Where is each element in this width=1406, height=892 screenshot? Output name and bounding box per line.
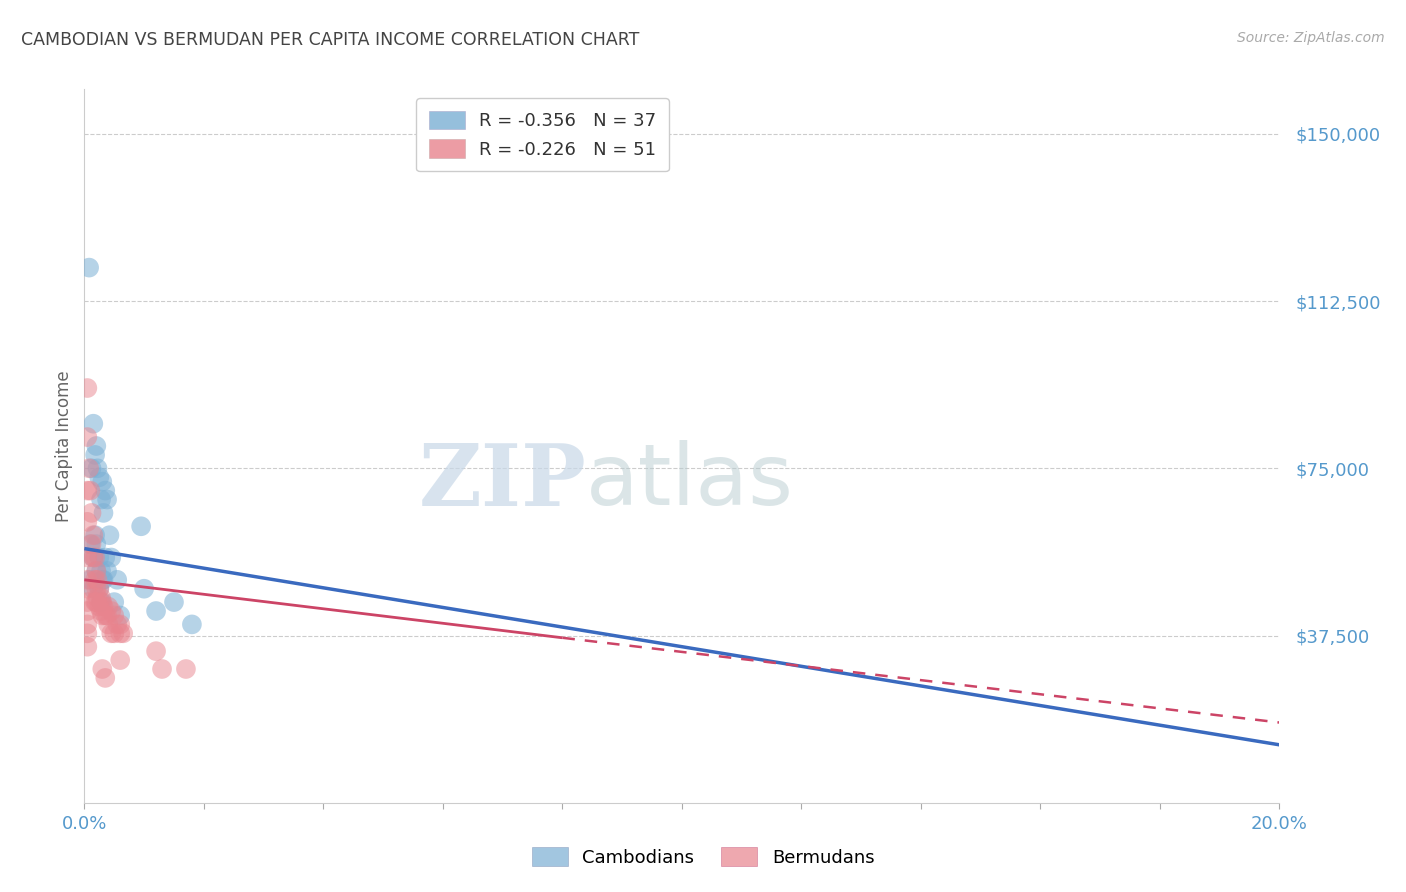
Point <box>84 595 107 609</box>
Point <box>76 550 98 565</box>
Point <box>89 582 111 596</box>
Point <box>82 528 104 542</box>
Point <box>91 573 114 587</box>
Point <box>76 483 98 498</box>
Point <box>76 573 98 587</box>
Point <box>90 591 112 605</box>
Point <box>94 483 117 498</box>
Point <box>86 595 108 609</box>
Point <box>89 599 111 614</box>
Point <box>91 662 114 676</box>
Point <box>77 461 100 475</box>
Point <box>112 626 135 640</box>
Point <box>76 604 98 618</box>
Point <box>90 492 112 507</box>
Point <box>94 608 117 623</box>
Point <box>86 537 108 551</box>
Legend: R = -0.356   N = 37, R = -0.226   N = 51: R = -0.356 N = 37, R = -0.226 N = 51 <box>416 98 669 171</box>
Point <box>84 550 107 565</box>
Point <box>93 573 115 587</box>
Point <box>84 573 107 587</box>
Point <box>97 599 120 614</box>
Point <box>76 430 98 444</box>
Point <box>80 506 103 520</box>
Point <box>100 604 122 618</box>
Text: CAMBODIAN VS BERMUDAN PER CAPITA INCOME CORRELATION CHART: CAMBODIAN VS BERMUDAN PER CAPITA INCOME … <box>21 31 640 49</box>
Point <box>100 626 122 640</box>
Point <box>174 662 197 676</box>
Point <box>132 582 156 596</box>
Point <box>82 550 104 565</box>
Point <box>76 582 98 596</box>
Y-axis label: Per Capita Income: Per Capita Income <box>55 370 73 522</box>
Point <box>96 564 118 578</box>
Point <box>94 550 117 565</box>
Point <box>129 519 152 533</box>
Point <box>76 617 98 632</box>
Point <box>181 617 204 632</box>
Point <box>93 599 115 614</box>
Point <box>82 582 104 596</box>
Point <box>84 528 107 542</box>
Point <box>91 595 114 609</box>
Text: atlas: atlas <box>586 440 794 524</box>
Point <box>93 506 115 520</box>
Point <box>150 662 173 676</box>
Point <box>76 515 98 529</box>
Point <box>110 626 132 640</box>
Point <box>86 591 108 605</box>
Point <box>79 573 101 587</box>
Point <box>79 537 101 551</box>
Legend: Cambodians, Bermudans: Cambodians, Bermudans <box>524 840 882 874</box>
Point <box>80 537 103 551</box>
Point <box>86 582 108 596</box>
Point <box>86 439 108 453</box>
Point <box>84 448 107 462</box>
Point <box>89 470 111 484</box>
Point <box>105 573 128 587</box>
Text: Source: ZipAtlas.com: Source: ZipAtlas.com <box>1237 31 1385 45</box>
Point <box>80 461 103 475</box>
Point <box>90 595 112 609</box>
Point <box>76 381 98 395</box>
Point <box>76 640 98 654</box>
Point <box>79 483 101 498</box>
Point <box>82 417 104 431</box>
Point <box>145 644 167 658</box>
Point <box>89 550 111 565</box>
Point <box>100 550 122 565</box>
Point <box>91 475 114 489</box>
Point <box>97 617 120 632</box>
Point <box>110 617 132 632</box>
Point <box>103 626 125 640</box>
Point <box>105 617 128 632</box>
Point <box>163 595 186 609</box>
Point <box>96 608 118 623</box>
Point <box>98 528 121 542</box>
Point <box>103 595 125 609</box>
Point <box>76 595 98 609</box>
Point <box>90 604 112 618</box>
Point <box>86 461 108 475</box>
Point <box>94 671 117 685</box>
Point <box>86 564 108 578</box>
Point <box>77 260 100 275</box>
Point <box>90 564 112 578</box>
Point <box>89 582 111 596</box>
Point <box>145 604 167 618</box>
Point <box>96 492 118 507</box>
Point <box>76 626 98 640</box>
Point <box>110 608 132 623</box>
Point <box>82 550 104 565</box>
Point <box>86 564 108 578</box>
Point <box>103 608 125 623</box>
Point <box>110 653 132 667</box>
Text: ZIP: ZIP <box>419 440 586 524</box>
Point <box>91 608 114 623</box>
Point <box>86 573 108 587</box>
